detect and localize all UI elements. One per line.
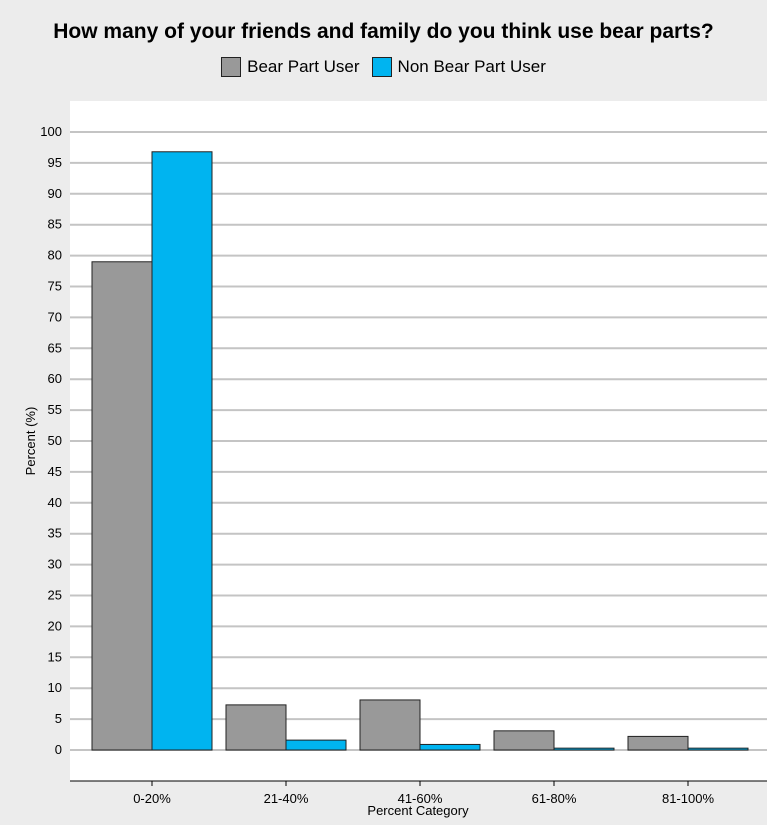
bar-bear-part-user-1 xyxy=(91,261,153,751)
y-tick-label-85: 85 xyxy=(48,217,62,232)
y-tick-label-10: 10 xyxy=(48,680,62,695)
y-tick-label-5: 5 xyxy=(55,711,62,726)
chart-legend: Bear Part User Non Bear Part User xyxy=(0,57,767,77)
y-axis-title: Percent (%) xyxy=(23,407,38,476)
y-tick-label-45: 45 xyxy=(48,464,62,479)
bar-non-bear-part-user-2 xyxy=(285,739,347,751)
y-tick-label-90: 90 xyxy=(48,186,62,201)
x-tick-label-3: 41-60% xyxy=(398,791,443,806)
bar-bear-part-user-3 xyxy=(359,699,421,751)
bars xyxy=(91,151,749,751)
y-tick-label-60: 60 xyxy=(48,371,62,386)
bar-non-bear-part-user-4 xyxy=(553,747,615,751)
y-tick-label-35: 35 xyxy=(48,526,62,541)
y-tick-label-55: 55 xyxy=(48,402,62,417)
x-axis-title: Percent Category xyxy=(367,803,469,818)
bar-bear-part-user-4 xyxy=(493,730,555,751)
legend-label-bear-part-user: Bear Part User xyxy=(247,57,360,76)
legend-label-non-bear-part-user: Non Bear Part User xyxy=(397,57,546,76)
y-tick-label-75: 75 xyxy=(48,279,62,294)
y-tick-label-0: 0 xyxy=(55,742,62,757)
y-tick-label-95: 95 xyxy=(48,155,62,170)
y-tick-label-30: 30 xyxy=(48,557,62,572)
y-tick-label-15: 15 xyxy=(48,649,62,664)
x-tick-label-5: 81-100% xyxy=(662,791,714,806)
x-tick-label-4: 61-80% xyxy=(532,791,577,806)
y-tick-label-50: 50 xyxy=(48,433,62,448)
bar-non-bear-part-user-5 xyxy=(687,747,749,751)
bar-bear-part-user-2 xyxy=(225,704,287,751)
y-tick-labels: 0 5 10 15 20 25 30 35 40 45 50 55 60 65 70 75 80 85 90 95 10… xyxy=(40,124,62,757)
bar-bear-part-user-5 xyxy=(627,735,689,751)
y-tick-label-40: 40 xyxy=(48,495,62,510)
legend-item-non-bear-part-user: Non Bear Part User xyxy=(371,57,546,77)
chart-title: How many of your friends and family do y… xyxy=(53,20,714,43)
y-tick-label-25: 25 xyxy=(48,588,62,603)
y-tick-label-65: 65 xyxy=(48,340,62,355)
bar-non-bear-part-user-1 xyxy=(151,151,213,751)
y-tick-label-70: 70 xyxy=(48,309,62,324)
bar-non-bear-part-user-3 xyxy=(419,743,481,751)
x-tick-labels: 0-20% 21-40% 41-60% 61-80% 81-100% xyxy=(133,781,714,806)
legend-item-bear-part-user: Bear Part User xyxy=(221,57,360,77)
y-tick-label-20: 20 xyxy=(48,618,62,633)
x-tick-label-2: 21-40% xyxy=(264,791,309,806)
x-tick-label-1: 0-20% xyxy=(133,791,171,806)
y-tick-label-100: 100 xyxy=(40,124,62,139)
legend-swatch-non-bear-part-user xyxy=(371,57,392,77)
legend-swatch-bear-part-user xyxy=(221,57,242,77)
y-tick-label-80: 80 xyxy=(48,248,62,263)
